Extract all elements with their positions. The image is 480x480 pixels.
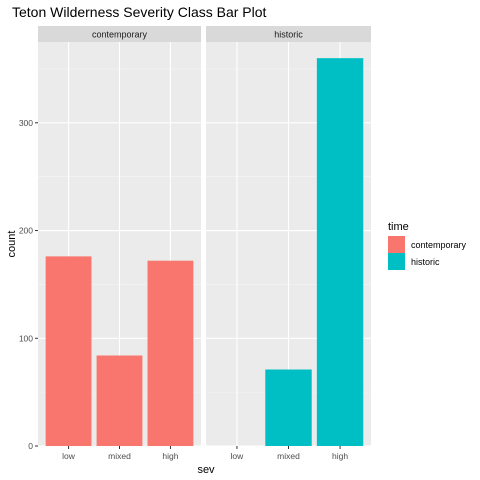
panel-historic: historic low mixed high [206, 26, 371, 461]
bar-historic-mixed [265, 369, 312, 446]
y-axis-title: count [6, 231, 18, 258]
bar-contemporary-low [45, 256, 92, 446]
y-tick-label: 200 [19, 226, 33, 236]
chart-title: Teton Wilderness Severity Class Bar Plot [12, 4, 267, 20]
y-tick-label: 300 [19, 118, 33, 128]
facet-label: contemporary [92, 30, 148, 40]
y-tick-label: 100 [19, 333, 33, 343]
bar-contemporary-mixed [96, 355, 143, 446]
x-tick-label: low [231, 451, 245, 461]
panel-contemporary: contemporary low mixed high [38, 26, 201, 461]
facet-strip [206, 26, 371, 42]
legend-key-contemporary [388, 236, 405, 253]
y-tick-label: 0 [28, 441, 33, 451]
x-axis-title: sev [197, 464, 215, 476]
legend-label: historic [411, 257, 440, 267]
x-tick-label: mixed [108, 451, 131, 461]
legend-title: time [388, 221, 409, 233]
x-tick-label: high [332, 451, 348, 461]
x-tick-label: high [162, 451, 178, 461]
legend-label: contemporary [411, 240, 467, 250]
x-tick-label: low [62, 451, 76, 461]
facet-label: historic [274, 30, 303, 40]
x-tick-label: mixed [277, 451, 300, 461]
legend-key-historic [388, 253, 405, 270]
bar-contemporary-high [147, 260, 194, 446]
legend: time contemporary historic [388, 221, 467, 270]
bar-historic-high [316, 58, 364, 446]
facet-strip [38, 26, 201, 42]
